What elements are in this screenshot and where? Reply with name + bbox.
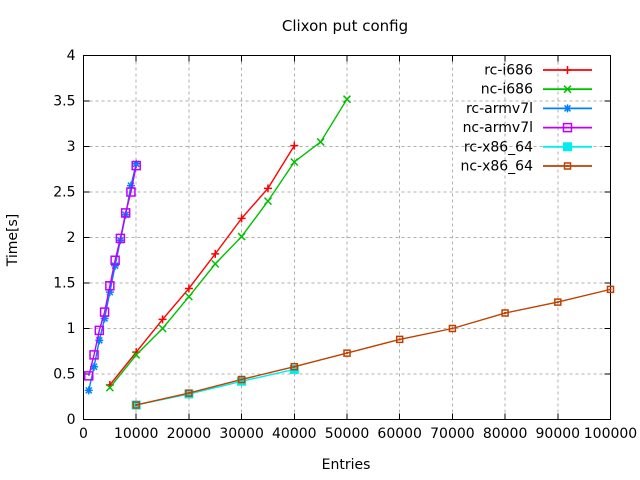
- plot-border: [83, 55, 611, 420]
- series-line-nc-armv7l: [88, 165, 137, 376]
- y-tick-label: 4: [67, 48, 76, 64]
- y-tick-label: 3.5: [53, 94, 75, 110]
- x-tick-label: 30000: [219, 426, 264, 442]
- x-tick-label: 70000: [430, 426, 475, 442]
- legend-label-nc-armv7l: nc-armv7l: [463, 120, 533, 136]
- legend-label-rc-armv7l: rc-armv7l: [466, 101, 533, 117]
- x-tick-label: 0: [79, 426, 88, 442]
- legend-label-rc-i686: rc-i686: [484, 63, 533, 79]
- x-tick-label: 60000: [377, 426, 422, 442]
- series-markers-nc-x86_64: [132, 285, 615, 409]
- x-tick-label: 90000: [536, 426, 581, 442]
- series-lines: [84, 95, 615, 410]
- x-tick-label: 80000: [483, 426, 528, 442]
- legend-marker-nc-x86_64: [563, 162, 572, 170]
- legend-marker-nc-armv7l: [562, 122, 573, 133]
- x-tick-label: 100000: [584, 426, 637, 442]
- series-markers-nc-i686: [105, 95, 352, 392]
- legend-marker-rc-i686: [563, 66, 572, 74]
- grid-lines: [83, 55, 611, 420]
- y-tick-label: 2: [67, 230, 76, 246]
- y-tick-label: 2.5: [53, 185, 75, 201]
- y-tick-label: 0.5: [53, 367, 75, 383]
- x-tick-labels: 0 10000 20000 30000 40000 50000 60000 70000 8000…: [79, 426, 637, 442]
- y-tick-label: 1: [67, 321, 76, 337]
- legend-label-rc-x86_64: rc-x86_64: [464, 139, 533, 155]
- y-tick-label: 3: [67, 139, 76, 155]
- chart-title: Clixon put config: [282, 17, 408, 35]
- x-axis-label: Entries: [322, 457, 371, 473]
- legend-label-nc-i686: nc-i686: [481, 82, 533, 98]
- series-line-rc-i686: [109, 145, 295, 386]
- y-tick-label: 0: [67, 412, 76, 428]
- legend-marker-rc-armv7l: [563, 104, 572, 113]
- legend-marker-rc-x86_64: [563, 142, 572, 152]
- x-tick-label: 40000: [272, 426, 317, 442]
- legend-marker-nc-x86_64: [566, 165, 569, 167]
- x-tick-label: 20000: [167, 426, 212, 442]
- series-line-nc-x86_64: [136, 288, 611, 406]
- y-axis-label: Time[s]: [5, 214, 21, 267]
- legend-marker-nc-i686: [563, 85, 572, 94]
- legend-label-nc-x86_64: nc-x86_64: [460, 159, 533, 175]
- x-tick-label: 10000: [114, 426, 159, 442]
- y-tick-label: 1.5: [53, 276, 75, 292]
- series-markers-nc-armv7l: [84, 160, 141, 381]
- x-tick-label: 50000: [325, 426, 370, 442]
- y-tick-labels: 0 0.5 1 1.5 2 2.5 3 3.5 4: [53, 48, 75, 428]
- series-line-nc-i686: [109, 98, 348, 389]
- series-markers-rc-i686: [105, 141, 299, 389]
- legend: rc-i686 nc-i686 rc-armv7l nc-armv7l rc-x86_6…: [460, 63, 592, 175]
